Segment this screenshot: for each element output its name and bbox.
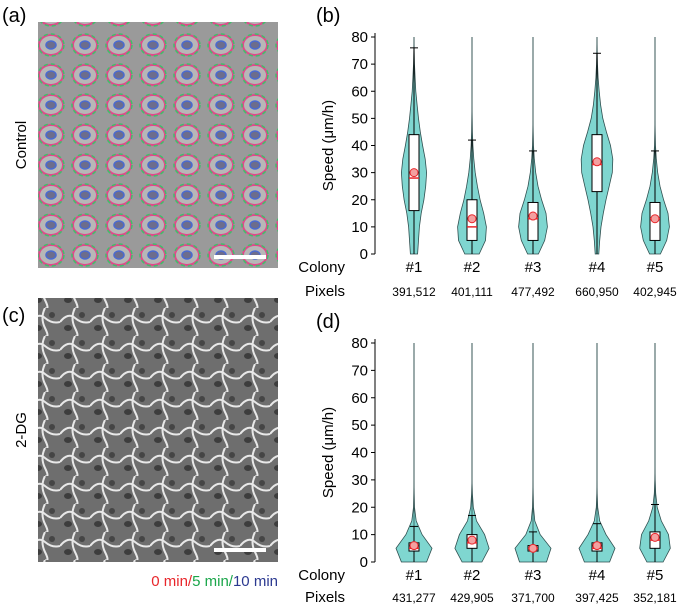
mean xyxy=(528,543,538,553)
y-tick-label: 20 xyxy=(351,499,368,516)
legend-item: 5 min/ xyxy=(192,573,234,590)
y-tick-label: 10 xyxy=(351,219,368,236)
pixel-count: 431,277 xyxy=(392,591,436,605)
y-tick-label: 50 xyxy=(351,417,368,434)
pixel-count: 401,111 xyxy=(451,285,493,299)
panel-label: (d) xyxy=(316,311,340,333)
image-label: 2-DG xyxy=(13,412,30,448)
y-axis-label: Speed (μm/h) xyxy=(320,407,337,498)
2dg-image xyxy=(38,298,278,562)
y-tick-label: 80 xyxy=(351,335,368,352)
y-tick-label: 20 xyxy=(351,192,368,209)
category-label: #4 xyxy=(589,259,606,276)
control-image xyxy=(38,22,278,268)
y-tick-label: 40 xyxy=(351,138,368,155)
legend-item: 0 min/ xyxy=(151,573,193,590)
category-label: #3 xyxy=(525,259,542,276)
mean xyxy=(592,541,602,551)
row-label: Colony xyxy=(298,259,345,276)
panel-label: (a) xyxy=(2,5,26,27)
panel-label: (b) xyxy=(316,5,340,27)
category-label: #4 xyxy=(589,567,606,584)
pixel-count: 397,425 xyxy=(575,591,619,605)
row-label: Colony xyxy=(298,567,345,584)
pixel-count: 402,945 xyxy=(633,285,677,299)
category-label: #1 xyxy=(406,567,423,584)
y-tick-label: 60 xyxy=(351,390,368,407)
mean xyxy=(592,157,602,167)
mean xyxy=(650,214,660,224)
time-legend: 0 min/5 min/10 min xyxy=(151,573,278,590)
legend-item: 10 min xyxy=(233,573,278,590)
mean xyxy=(409,541,419,551)
panel-label: (c) xyxy=(2,305,25,327)
image-label: Control xyxy=(13,121,30,169)
y-tick-label: 10 xyxy=(351,527,368,544)
pixel-count: 429,905 xyxy=(450,591,494,605)
box xyxy=(527,201,539,241)
y-tick-label: 30 xyxy=(351,472,368,489)
y-tick-label: 30 xyxy=(351,165,368,182)
row-label: Pixels xyxy=(305,589,345,606)
y-tick-label: 50 xyxy=(351,110,368,127)
category-label: #5 xyxy=(647,259,664,276)
y-tick-label: 0 xyxy=(360,246,368,263)
y-tick-label: 60 xyxy=(351,83,368,100)
category-label: #1 xyxy=(406,259,423,276)
category-label: #2 xyxy=(464,567,481,584)
y-tick-label: 80 xyxy=(351,29,368,46)
category-label: #5 xyxy=(647,567,664,584)
pixel-count: 371,700 xyxy=(511,591,555,605)
mean xyxy=(467,535,477,545)
category-label: #3 xyxy=(525,567,542,584)
pixel-count: 660,950 xyxy=(575,285,619,299)
pixel-count: 352,181 xyxy=(633,591,677,605)
y-tick-label: 70 xyxy=(351,56,368,73)
pixel-count: 391,512 xyxy=(392,285,436,299)
y-tick-label: 70 xyxy=(351,362,368,379)
mean xyxy=(528,211,538,221)
y-tick-label: 0 xyxy=(360,554,368,571)
row-label: Pixels xyxy=(305,283,345,300)
y-axis-label: Speed (μm/h) xyxy=(320,100,337,191)
mean xyxy=(409,168,419,178)
pixel-count: 477,492 xyxy=(511,285,555,299)
mean xyxy=(650,532,660,542)
category-label: #2 xyxy=(464,259,481,276)
y-tick-label: 40 xyxy=(351,445,368,462)
mean xyxy=(467,214,477,224)
